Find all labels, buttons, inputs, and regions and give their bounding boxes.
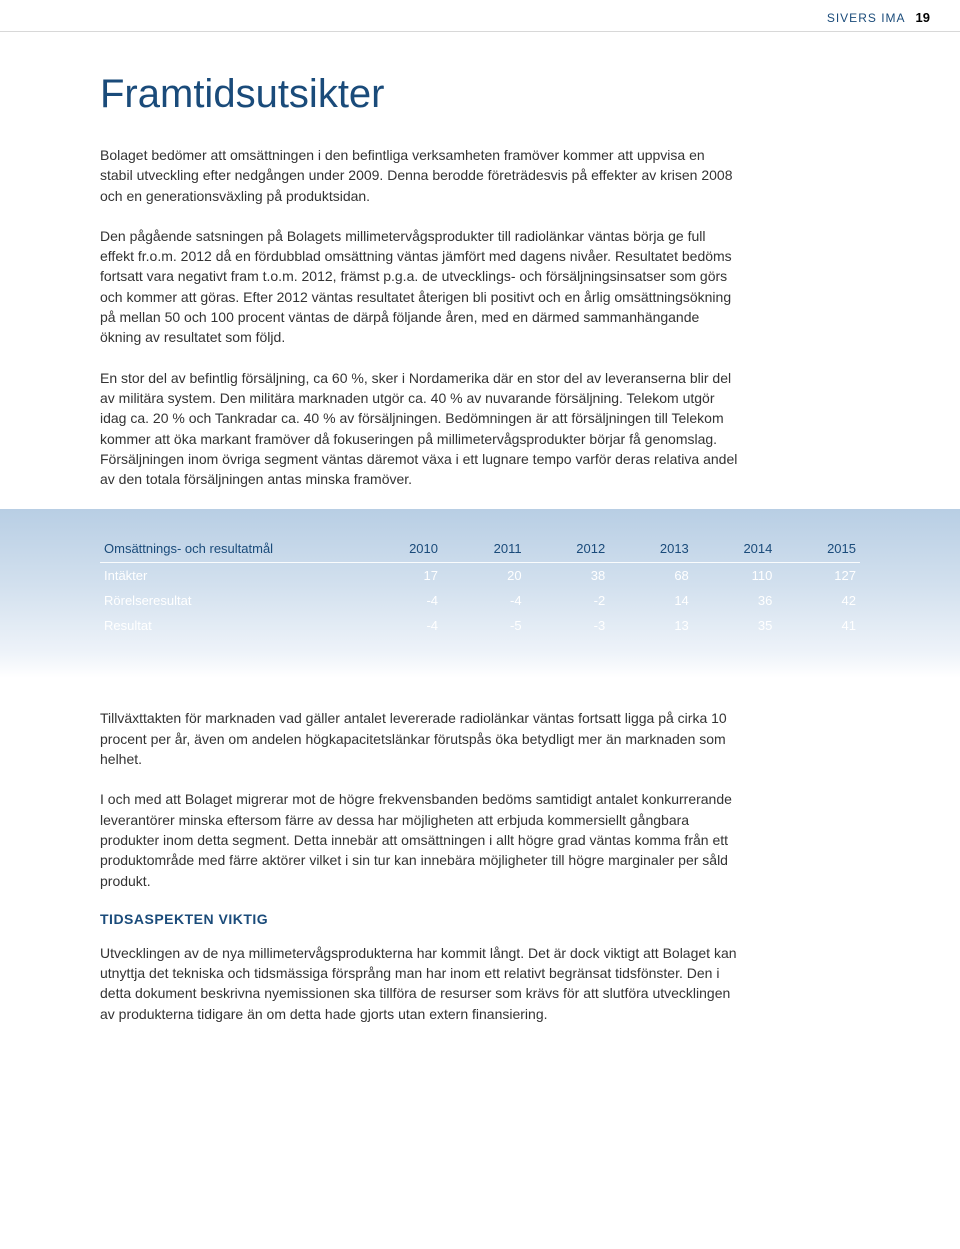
table-cell: -2: [526, 588, 610, 613]
table-row: Intäkter 17 20 38 68 110 127: [100, 563, 860, 589]
page-content: Framtidsutsikter Bolaget bedömer att oms…: [0, 32, 960, 1074]
table-cell: Resultat: [100, 613, 358, 638]
table-col-header: 2015: [776, 535, 860, 563]
table-row: Resultat -4 -5 -3 13 35 41: [100, 613, 860, 638]
table-cell: -5: [442, 613, 526, 638]
table-cell: -3: [526, 613, 610, 638]
body-paragraph: Utvecklingen av de nya millimetervågspro…: [100, 943, 740, 1024]
body-paragraph: Tillväxttakten för marknaden vad gäller …: [100, 708, 740, 769]
table-cell: Intäkter: [100, 563, 358, 589]
financial-table-band: Omsättnings- och resultatmål 2010 2011 2…: [0, 509, 960, 678]
table-cell: 13: [609, 613, 693, 638]
table-cell: -4: [442, 588, 526, 613]
body-paragraph: Den pågående satsningen på Bolagets mill…: [100, 226, 740, 348]
table-cell: 68: [609, 563, 693, 589]
table-col-header: Omsättnings- och resultatmål: [100, 535, 358, 563]
table-cell: 35: [693, 613, 777, 638]
body-paragraph: I och med att Bolaget migrerar mot de hö…: [100, 789, 740, 890]
table-col-header: 2014: [693, 535, 777, 563]
table-col-header: 2010: [358, 535, 442, 563]
table-cell: -4: [358, 588, 442, 613]
table-cell: 17: [358, 563, 442, 589]
table-cell: 127: [776, 563, 860, 589]
section-subheading: TIDSASPEKTEN VIKTIG: [100, 911, 860, 927]
table-cell: 38: [526, 563, 610, 589]
body-paragraph: Bolaget bedömer att omsättningen i den b…: [100, 145, 740, 206]
page-title: Framtidsutsikter: [100, 72, 860, 117]
header-page-number: 19: [916, 10, 930, 25]
table-cell: -4: [358, 613, 442, 638]
table-cell: 14: [609, 588, 693, 613]
header-company: SIVERS IMA: [827, 11, 906, 25]
after-table-section: Tillväxttakten för marknaden vad gäller …: [100, 678, 860, 1024]
table-cell: Rörelseresultat: [100, 588, 358, 613]
table-header-row: Omsättnings- och resultatmål 2010 2011 2…: [100, 535, 860, 563]
table-cell: 42: [776, 588, 860, 613]
table-col-header: 2012: [526, 535, 610, 563]
table-col-header: 2011: [442, 535, 526, 563]
financial-table: Omsättnings- och resultatmål 2010 2011 2…: [100, 535, 860, 638]
page-header: SIVERS IMA 19: [0, 0, 960, 32]
table-col-header: 2013: [609, 535, 693, 563]
body-paragraph: En stor del av befintlig försäljning, ca…: [100, 368, 740, 490]
table-cell: 110: [693, 563, 777, 589]
table-cell: 36: [693, 588, 777, 613]
table-row: Rörelseresultat -4 -4 -2 14 36 42: [100, 588, 860, 613]
table-cell: 41: [776, 613, 860, 638]
table-cell: 20: [442, 563, 526, 589]
